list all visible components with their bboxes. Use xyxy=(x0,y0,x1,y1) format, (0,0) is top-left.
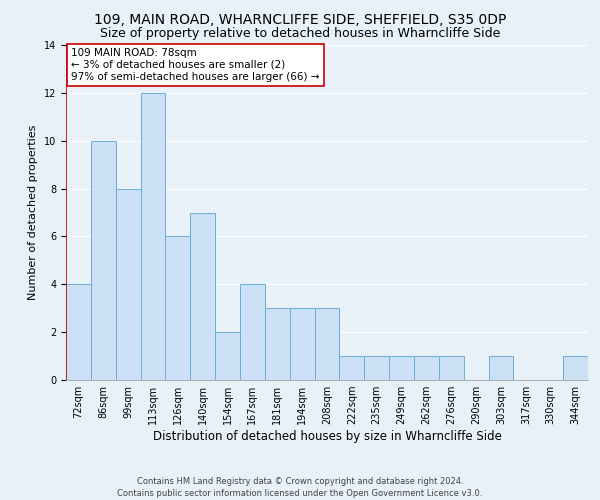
Bar xyxy=(488,356,514,380)
Text: Size of property relative to detached houses in Wharncliffe Side: Size of property relative to detached ho… xyxy=(100,28,500,40)
Bar xyxy=(240,284,265,380)
Text: 109, MAIN ROAD, WHARNCLIFFE SIDE, SHEFFIELD, S35 0DP: 109, MAIN ROAD, WHARNCLIFFE SIDE, SHEFFI… xyxy=(94,12,506,26)
Bar xyxy=(91,140,116,380)
Bar xyxy=(563,356,588,380)
Bar xyxy=(140,93,166,380)
Y-axis label: Number of detached properties: Number of detached properties xyxy=(28,125,38,300)
Bar xyxy=(414,356,439,380)
X-axis label: Distribution of detached houses by size in Wharncliffe Side: Distribution of detached houses by size … xyxy=(152,430,502,443)
Bar xyxy=(314,308,340,380)
Bar xyxy=(290,308,314,380)
Bar xyxy=(265,308,290,380)
Bar xyxy=(364,356,389,380)
Bar xyxy=(190,212,215,380)
Bar xyxy=(340,356,364,380)
Bar xyxy=(389,356,414,380)
Bar xyxy=(166,236,190,380)
Bar xyxy=(439,356,464,380)
Text: Contains HM Land Registry data © Crown copyright and database right 2024.
Contai: Contains HM Land Registry data © Crown c… xyxy=(118,476,482,498)
Bar xyxy=(66,284,91,380)
Text: 109 MAIN ROAD: 78sqm
← 3% of detached houses are smaller (2)
97% of semi-detache: 109 MAIN ROAD: 78sqm ← 3% of detached ho… xyxy=(71,48,320,82)
Bar xyxy=(215,332,240,380)
Bar xyxy=(116,188,140,380)
